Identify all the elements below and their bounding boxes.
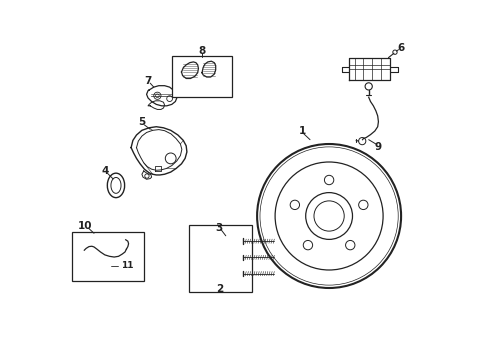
Text: 2: 2 xyxy=(216,284,223,294)
Text: 6: 6 xyxy=(397,42,404,53)
Text: 9: 9 xyxy=(374,141,381,152)
Text: 8: 8 xyxy=(198,46,205,56)
Text: 1: 1 xyxy=(298,126,305,136)
FancyBboxPatch shape xyxy=(188,225,251,292)
Text: 5: 5 xyxy=(138,117,145,127)
FancyBboxPatch shape xyxy=(72,232,143,281)
Text: 3: 3 xyxy=(215,222,222,233)
FancyBboxPatch shape xyxy=(172,56,231,97)
Text: 4: 4 xyxy=(101,166,108,176)
Text: 11: 11 xyxy=(121,261,134,270)
Text: 7: 7 xyxy=(144,76,151,86)
Text: 10: 10 xyxy=(78,221,92,231)
